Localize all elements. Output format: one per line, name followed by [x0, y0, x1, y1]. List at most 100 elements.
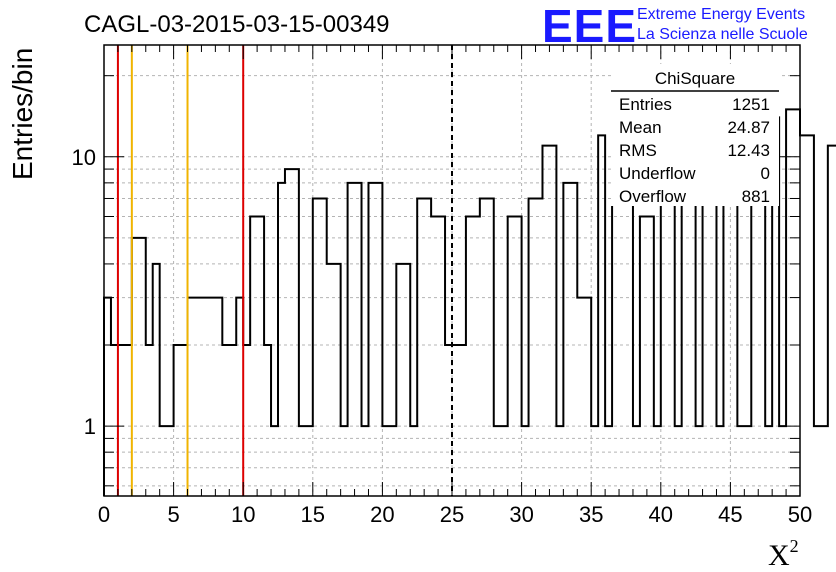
stats-value-entries: 1251 — [732, 95, 770, 114]
histogram-bin — [459, 345, 466, 496]
histogram-bin — [487, 198, 494, 496]
histogram-bin — [285, 169, 292, 496]
stats-box-background — [611, 64, 779, 206]
x-tick-label: 15 — [301, 502, 325, 527]
histogram-bin — [480, 198, 487, 496]
histogram-bars — [103, 108, 836, 496]
x-tick-label: 35 — [579, 502, 603, 527]
histogram-bin — [125, 345, 132, 496]
histogram-bin — [570, 183, 577, 496]
histogram-bin — [647, 217, 654, 496]
histogram-bin — [174, 345, 181, 496]
reference-lines — [116, 45, 453, 496]
eee-logo: EEE Extreme Energy Events La Scienza nel… — [542, 0, 808, 52]
histogram-bin — [403, 264, 410, 496]
histogram-bin — [584, 298, 591, 496]
x-tick-label: 25 — [440, 502, 464, 527]
stats-box-title: ChiSquare — [655, 69, 735, 88]
stats-label-rms: RMS — [619, 141, 657, 160]
histogram-bin — [334, 264, 341, 496]
histogram-bin — [118, 345, 125, 496]
x-tick-label: 5 — [167, 502, 179, 527]
x-tick-label: 10 — [231, 502, 255, 527]
axis-ticks: 0 5 10 15 20 25 30 35 40 45 50 1 10 — [72, 45, 812, 527]
histogram-bin — [292, 169, 299, 496]
histogram-outline — [103, 108, 836, 496]
histogram-bin — [431, 217, 438, 496]
x-tick-label: 0 — [98, 502, 110, 527]
histogram-bin — [473, 217, 480, 496]
stats-label-overflow: Overflow — [619, 187, 687, 206]
histogram-bin — [188, 298, 195, 496]
y-tick-label: 1 — [84, 414, 96, 439]
y-axis-label: Entries/bin — [7, 48, 38, 180]
x-tick-label: 30 — [509, 502, 533, 527]
x-tick-label: 50 — [788, 502, 812, 527]
x-tick-label: 40 — [649, 502, 673, 527]
x-axis-label: X2 — [768, 536, 799, 572]
histogram-bin — [814, 426, 821, 496]
chart-title: CAGL-03-2015-03-15-00349 — [84, 11, 390, 38]
x-axis-label-base: X — [768, 539, 790, 572]
stats-value-underflow: 0 — [761, 164, 770, 183]
histogram-bin — [563, 183, 570, 496]
histogram-bin — [208, 298, 215, 496]
histogram-bin — [807, 135, 814, 496]
histogram-bin — [536, 198, 543, 496]
histogram-bin — [640, 217, 647, 496]
histogram-bin — [181, 345, 188, 496]
stats-label-mean: Mean — [619, 118, 662, 137]
histogram-bin — [529, 198, 536, 496]
histogram-bin — [146, 345, 153, 496]
histogram-bin — [508, 217, 515, 496]
stats-value-mean: 24.87 — [727, 118, 770, 137]
histogram-bin — [236, 298, 243, 496]
histogram-bin — [132, 238, 139, 496]
histogram-bin — [368, 183, 375, 496]
histogram-bin — [194, 298, 201, 496]
histogram-bin — [229, 345, 236, 496]
histogram-bin — [396, 264, 403, 496]
histogram-bin — [215, 298, 222, 496]
stats-label-underflow: Underflow — [619, 164, 696, 183]
stats-label-entries: Entries — [619, 95, 672, 114]
eee-logo-line2: La Scienza nelle Scuole — [637, 26, 808, 43]
histogram-bin — [348, 183, 355, 496]
histogram-bin — [257, 217, 264, 496]
histogram-bin — [264, 345, 271, 496]
histogram-bin — [417, 198, 424, 496]
histogram-bin — [320, 198, 327, 496]
histogram-bin — [375, 183, 382, 496]
eee-logo-line1: Extreme Energy Events — [637, 6, 805, 23]
x-axis-label-superscript: 2 — [790, 536, 799, 556]
histogram-bin — [355, 183, 362, 496]
histogram-bin — [201, 298, 208, 496]
histogram-bin — [278, 183, 285, 496]
histogram-bin — [222, 345, 229, 496]
histogram-bin — [577, 298, 584, 496]
x-tick-label: 20 — [370, 502, 394, 527]
y-tick-label: 10 — [72, 145, 96, 170]
histogram-bin — [424, 198, 431, 496]
stats-value-overflow: 881 — [742, 187, 770, 206]
histogram-bin — [104, 298, 111, 496]
histogram-bin — [153, 264, 160, 496]
histogram-bin — [800, 135, 807, 496]
histogram-bin — [515, 217, 522, 496]
histogram-bin — [828, 146, 835, 496]
histogram-bin — [438, 217, 445, 496]
histogram-bin — [821, 426, 828, 496]
histogram-bin — [327, 264, 334, 496]
x-tick-label: 45 — [718, 502, 742, 527]
stats-box: ChiSquare Entries 1251 Mean 24.87 RMS 12… — [611, 64, 779, 206]
histogram-bin — [111, 345, 118, 496]
histogram-bin — [445, 345, 452, 496]
histogram-bin — [598, 135, 605, 496]
histogram-bin — [243, 345, 250, 496]
eee-logo-mark: EEE — [542, 0, 637, 52]
histogram-bin — [452, 345, 459, 496]
histogram-bin — [250, 217, 257, 496]
histogram-bin — [466, 217, 473, 496]
histogram-bin — [313, 198, 320, 496]
